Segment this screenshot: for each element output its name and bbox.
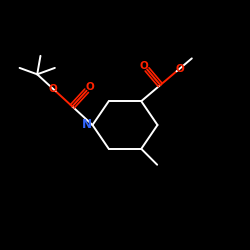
Text: O: O bbox=[48, 84, 57, 94]
Text: O: O bbox=[175, 64, 184, 74]
Text: O: O bbox=[140, 61, 148, 71]
Text: O: O bbox=[85, 82, 94, 92]
Text: N: N bbox=[82, 118, 92, 131]
